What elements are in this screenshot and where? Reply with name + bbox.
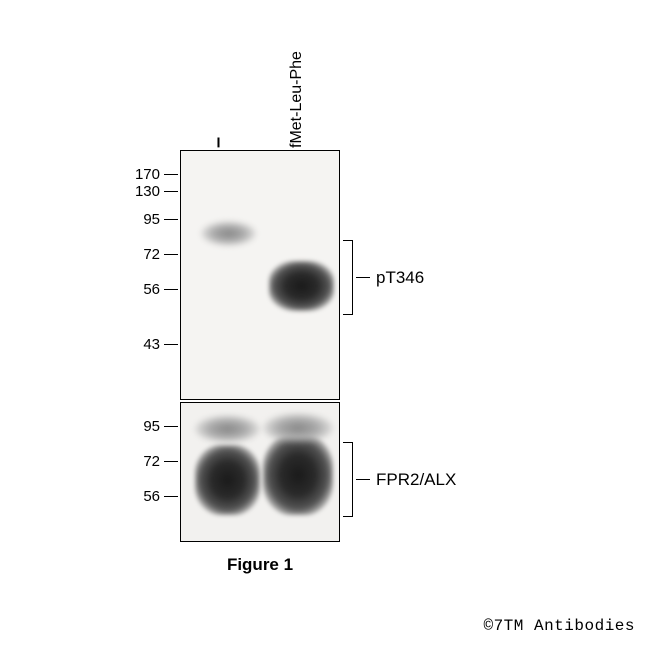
mw-marker: 95 <box>143 418 178 435</box>
right-label-text-bottom: FPR2/ALX <box>376 470 456 490</box>
mw-marker-tick <box>164 461 178 462</box>
blot-band <box>263 413 333 443</box>
mw-marker: 72 <box>143 246 178 263</box>
mw-marker-value: 72 <box>143 453 160 470</box>
lane-labels: – fMet-Leu-Phe <box>180 18 340 148</box>
bracket-top <box>343 240 353 315</box>
blot-band <box>201 221 256 246</box>
mw-marker-tick <box>164 219 178 220</box>
bracket-bottom <box>343 442 353 517</box>
right-label-bottom: FPR2/ALX <box>356 470 456 490</box>
mw-marker-tick <box>164 174 178 175</box>
mw-marker-tick <box>164 289 178 290</box>
right-tick <box>356 479 370 480</box>
right-tick <box>356 277 370 278</box>
mw-marker-tick <box>164 344 178 345</box>
figure-container: 17013095725643 pT346 957256 FPR2/ALX <box>180 150 340 542</box>
blot-band <box>263 435 333 515</box>
mw-marker: 56 <box>143 281 178 298</box>
mw-marker-value: 170 <box>135 166 160 183</box>
mw-marker-tick <box>164 254 178 255</box>
right-label-top: pT346 <box>356 268 424 288</box>
mw-marker-tick <box>164 496 178 497</box>
mw-marker: 95 <box>143 211 178 228</box>
right-label-text-top: pT346 <box>376 268 424 288</box>
mw-marker-tick <box>164 426 178 427</box>
copyright-text: ©7TM Antibodies <box>483 617 635 635</box>
mw-marker-value: 56 <box>143 488 160 505</box>
mw-marker-value: 72 <box>143 246 160 263</box>
mw-marker: 72 <box>143 453 178 470</box>
blot-panel-bottom <box>180 402 340 542</box>
mw-marker: 130 <box>135 183 178 200</box>
mw-marker-value: 56 <box>143 281 160 298</box>
figure-caption: Figure 1 <box>180 555 340 575</box>
lane2-label: fMet-Leu-Phe <box>288 51 306 148</box>
blot-band <box>195 415 260 443</box>
mw-marker: 56 <box>143 488 178 505</box>
blot-band <box>269 261 334 311</box>
mw-marker-tick <box>164 191 178 192</box>
lane1-label: – <box>207 137 230 148</box>
mw-marker-value: 130 <box>135 183 160 200</box>
blot-band <box>195 445 260 515</box>
mw-marker: 43 <box>143 336 178 353</box>
mw-marker: 170 <box>135 166 178 183</box>
blot-panel-top <box>180 150 340 400</box>
mw-marker-value: 95 <box>143 418 160 435</box>
mw-marker-value: 95 <box>143 211 160 228</box>
mw-marker-value: 43 <box>143 336 160 353</box>
